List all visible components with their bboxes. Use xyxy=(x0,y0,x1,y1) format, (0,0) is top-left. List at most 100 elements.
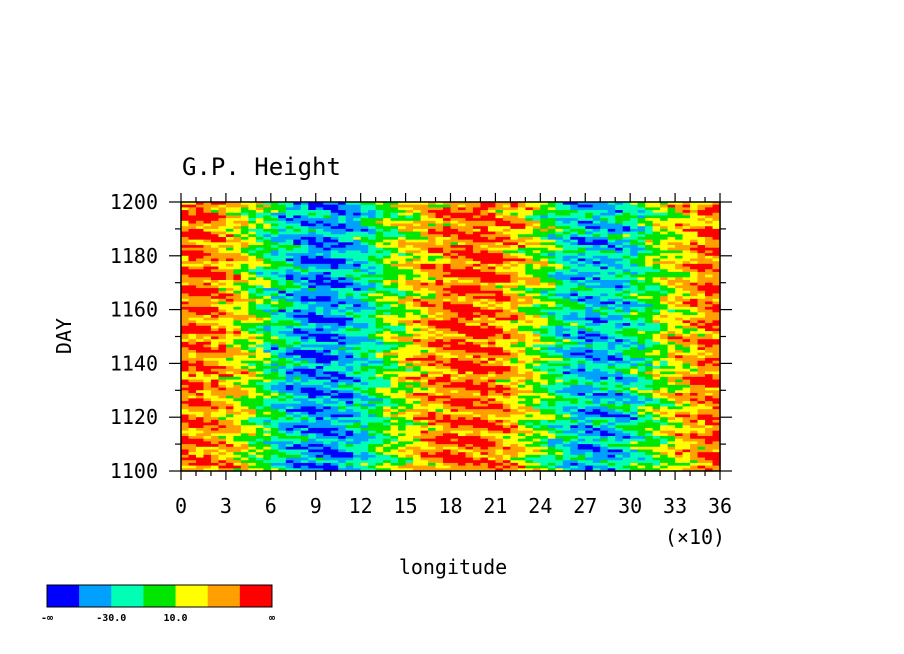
heatmap-cell xyxy=(398,231,407,235)
heatmap-cell xyxy=(547,376,556,381)
heatmap-cell xyxy=(630,317,639,321)
heatmap-cell xyxy=(278,317,287,321)
heatmap-cell xyxy=(480,247,489,252)
heatmap-cell xyxy=(705,280,714,284)
heatmap-cell xyxy=(255,290,264,295)
heatmap-cell xyxy=(353,306,362,311)
heatmap-cell xyxy=(210,376,220,381)
heatmap-cell xyxy=(263,231,272,235)
heatmap-cell xyxy=(285,298,294,303)
heatmap-cell xyxy=(203,296,212,300)
heatmap-cell xyxy=(225,347,235,351)
heatmap-cell xyxy=(472,341,482,346)
heatmap-cell xyxy=(457,277,467,281)
heatmap-cell xyxy=(345,376,354,381)
heatmap-cell xyxy=(630,363,639,367)
heatmap-cell xyxy=(622,290,631,295)
heatmap-cell xyxy=(435,239,444,243)
heatmap-cell xyxy=(428,223,437,227)
heatmap-cell xyxy=(705,207,714,211)
heatmap-cell xyxy=(547,293,556,297)
heatmap-cell xyxy=(667,253,676,257)
heatmap-cell xyxy=(585,314,594,319)
heatmap-cell xyxy=(577,358,586,362)
heatmap-cell xyxy=(293,360,302,364)
heatmap-cell xyxy=(203,226,212,230)
heatmap-cell xyxy=(577,253,586,257)
heatmap-cell xyxy=(712,309,721,313)
heatmap-cell xyxy=(645,247,654,252)
heatmap-cell xyxy=(420,323,429,327)
heatmap-cell xyxy=(705,325,714,330)
heatmap-cell xyxy=(330,218,339,222)
heatmap-cell xyxy=(195,339,205,343)
heatmap-cell xyxy=(675,207,684,211)
heatmap-cell xyxy=(600,333,609,338)
heatmap-cell xyxy=(510,266,519,270)
heatmap-cell xyxy=(607,344,616,348)
heatmap-cell xyxy=(457,271,467,276)
heatmap-cell xyxy=(233,212,242,217)
heatmap-cell xyxy=(315,366,324,370)
heatmap-cell xyxy=(345,234,354,238)
heatmap-cell xyxy=(607,236,616,241)
heatmap-cell xyxy=(270,317,279,321)
heatmap-cell xyxy=(495,250,504,254)
heatmap-cell xyxy=(323,320,332,324)
heatmap-cell xyxy=(682,331,691,335)
heatmap-cell xyxy=(195,349,205,354)
heatmap-cell xyxy=(660,290,669,295)
heatmap-cell xyxy=(562,363,571,367)
heatmap-cell xyxy=(255,336,264,340)
heatmap-cell xyxy=(682,255,691,260)
heatmap-cell xyxy=(652,239,661,243)
heatmap-cell xyxy=(345,366,354,370)
heatmap-cell xyxy=(585,231,594,235)
heatmap-cell xyxy=(398,349,407,354)
heatmap-cell xyxy=(457,298,467,303)
heatmap-cell xyxy=(225,220,235,225)
heatmap-cell xyxy=(675,202,684,206)
heatmap-cell xyxy=(203,382,212,386)
heatmap-cell xyxy=(540,333,549,338)
heatmap-cell xyxy=(607,218,616,222)
heatmap-cell xyxy=(592,304,601,308)
heatmap-cell xyxy=(330,204,339,208)
heatmap-cell xyxy=(293,231,302,235)
heatmap-cell xyxy=(345,271,354,276)
heatmap-cell xyxy=(570,314,579,319)
heatmap-cell xyxy=(472,282,482,286)
heatmap-cell xyxy=(435,306,444,311)
heatmap-cell xyxy=(360,202,369,206)
heatmap-cell xyxy=(285,239,294,243)
heatmap-cell xyxy=(443,277,452,281)
heatmap-cell xyxy=(225,320,235,324)
heatmap-cell xyxy=(525,271,534,276)
heatmap-cell xyxy=(240,202,249,206)
heatmap-cell xyxy=(383,374,392,378)
heatmap-cell xyxy=(615,312,624,316)
heatmap-cell xyxy=(562,312,571,316)
heatmap-cell xyxy=(712,226,721,230)
heatmap-cell xyxy=(585,355,594,359)
heatmap-cell xyxy=(375,304,384,308)
heatmap-cell xyxy=(562,379,571,383)
heatmap-cell xyxy=(510,363,519,367)
heatmap-cell xyxy=(420,277,429,281)
heatmap-cell xyxy=(667,323,676,327)
heatmap-cell xyxy=(547,314,556,319)
heatmap-cell xyxy=(712,371,721,375)
heatmap-cell xyxy=(532,293,541,297)
heatmap-cell xyxy=(450,382,459,386)
heatmap-cell xyxy=(285,247,294,252)
heatmap-cell xyxy=(555,382,564,386)
heatmap-cell xyxy=(525,339,534,343)
heatmap-cell xyxy=(225,317,235,321)
heatmap-cell xyxy=(622,218,631,222)
heatmap-cell xyxy=(682,368,691,373)
heatmap-cell xyxy=(353,298,362,303)
heatmap-cell xyxy=(240,271,249,276)
heatmap-cell xyxy=(562,296,571,300)
heatmap-cell xyxy=(600,218,609,222)
heatmap-cell xyxy=(353,379,362,383)
